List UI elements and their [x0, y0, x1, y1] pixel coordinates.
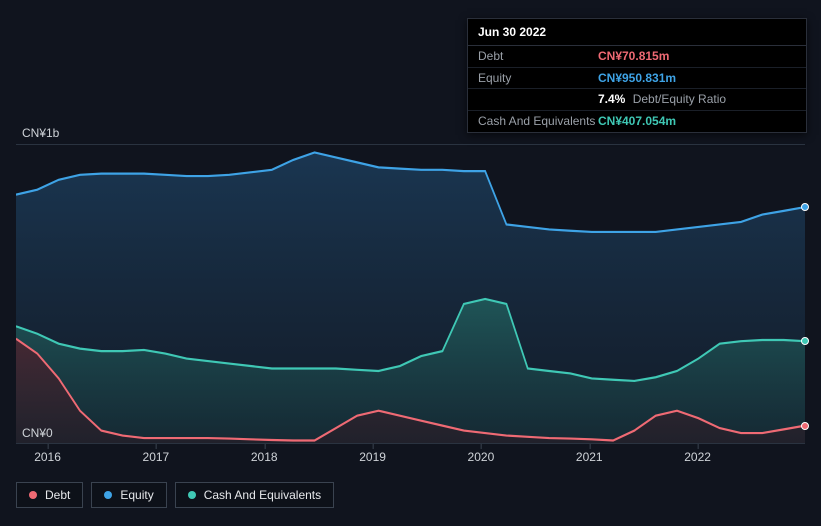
tooltip-row-label: Equity [478, 70, 598, 87]
x-tick: 2020 [468, 450, 495, 464]
legend-item-label: Debt [45, 488, 70, 502]
legend-dot-icon [29, 491, 37, 499]
x-tick: 2017 [143, 450, 170, 464]
tooltip-row: EquityCN¥950.831m [468, 68, 806, 90]
legend-dot-icon [104, 491, 112, 499]
tooltip-row-label: Debt [478, 48, 598, 65]
x-tick: 2018 [251, 450, 278, 464]
x-tick: 2021 [576, 450, 603, 464]
series-end-marker [801, 337, 809, 345]
legend-item-label: Cash And Equivalents [204, 488, 321, 502]
tooltip-row: 7.4% Debt/Equity Ratio [468, 89, 806, 111]
tooltip-date: Jun 30 2022 [468, 19, 806, 46]
chart-legend: Debt Equity Cash And Equivalents [16, 482, 805, 508]
legend-item-debt[interactable]: Debt [16, 482, 83, 508]
x-tick: 2016 [34, 450, 61, 464]
chart-plot-area[interactable] [16, 144, 805, 444]
x-tick: 2022 [684, 450, 711, 464]
debt-equity-chart: CN¥1b [16, 120, 805, 508]
tooltip-row-value: CN¥70.815m [598, 48, 669, 65]
chart-tooltip: Jun 30 2022 DebtCN¥70.815mEquityCN¥950.8… [467, 18, 807, 133]
x-tick: 2019 [359, 450, 386, 464]
series-end-marker [801, 422, 809, 430]
tooltip-row-value: CN¥950.831m [598, 70, 676, 87]
tooltip-row: DebtCN¥70.815m [468, 46, 806, 68]
y-axis-label-top: CN¥1b [22, 126, 46, 140]
tooltip-row-value: 7.4% Debt/Equity Ratio [598, 91, 726, 108]
legend-item-label: Equity [120, 488, 153, 502]
chart-svg [16, 145, 805, 443]
series-end-marker [801, 203, 809, 211]
tooltip-row-suffix: Debt/Equity Ratio [629, 92, 726, 106]
tooltip-row-label [478, 91, 598, 108]
legend-item-equity[interactable]: Equity [91, 482, 166, 508]
x-axis: 2016 2017 2018 2019 2020 2021 2022 [16, 446, 805, 468]
legend-item-cash[interactable]: Cash And Equivalents [175, 482, 334, 508]
legend-dot-icon [188, 491, 196, 499]
y-axis-label-bottom: CN¥0 [22, 426, 46, 440]
